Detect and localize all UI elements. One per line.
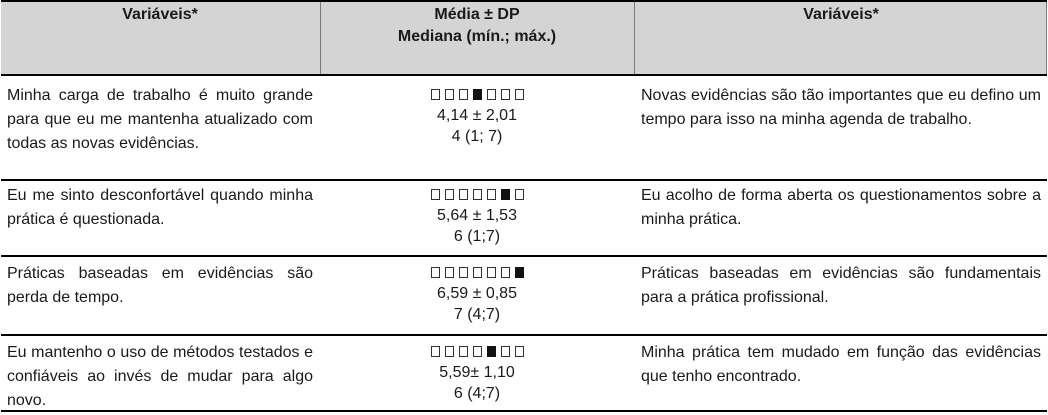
likert-box-selected [486,346,496,357]
rule-row-1 [1,179,1047,181]
likert-box [514,189,524,200]
header-divider-2 [634,0,635,75]
rule-top [1,0,1047,2]
row-stats: 5,59± 1,10 6 (4;7) [327,341,627,404]
likert-box [472,346,482,357]
likert-box [444,189,454,200]
likert-box [444,89,454,100]
row-right-text: Minha prática tem mudado em função das e… [641,344,1041,385]
row-left-text: Eu me sinto desconfortável quando minha … [7,187,313,228]
likert-box [486,267,496,278]
rule-bottom [1,410,1047,412]
likert-box [514,89,524,100]
row-left-text: Práticas baseadas em evidências são perd… [7,265,313,306]
likert-box [430,189,440,200]
likert-box [500,346,510,357]
table-header: Variáveis* Média ± DP Mediana (mín.; máx… [1,0,1047,74]
median-range: 6 (4;7) [453,385,501,402]
likert-box-selected [500,189,510,200]
header-stats: Média ± DP Mediana (mín.; máx.) [327,4,627,48]
likert-box [458,89,468,100]
likert-box [472,189,482,200]
likert-box [430,346,440,357]
header-variables-left: Variáveis* [122,6,198,23]
median-range: 7 (4;7) [453,306,501,323]
header-divider-3 [1046,0,1047,75]
likert-box [500,89,510,100]
likert-box [500,267,510,278]
median-range: 6 (1;7) [453,228,501,245]
header-median-range: Mediana (mín.; máx.) [397,28,557,45]
rule-row-3 [1,334,1047,336]
likert-scale [327,341,627,362]
likert-box [430,89,440,100]
likert-box-selected [514,267,524,278]
likert-box [458,346,468,357]
header-divider-1 [320,0,321,75]
likert-box [486,89,496,100]
row-stats: 6,59 ± 0,85 7 (4;7) [327,262,627,325]
row-left-text: Eu mantenho o uso de métodos testados e … [7,344,313,409]
likert-scale [327,262,627,283]
header-mean-sd: Média ± DP [434,6,520,23]
row-left-text: Minha carga de trabalho é muito grande p… [7,87,313,152]
likert-box-selected [472,89,482,100]
likert-box [514,346,524,357]
likert-box [458,189,468,200]
likert-box [486,189,496,200]
mean-sd: 5,64 ± 1,53 [437,207,517,224]
mean-sd: 5,59± 1,10 [439,364,515,381]
likert-scale [327,84,627,105]
row-right-text: Práticas baseadas em evidências são fund… [641,265,1041,306]
rule-header [1,74,1047,76]
rule-row-2 [1,255,1047,257]
row-stats: 5,64 ± 1,53 6 (1;7) [327,184,627,247]
mean-sd: 6,59 ± 0,85 [437,285,517,302]
likert-box [430,267,440,278]
likert-box [444,346,454,357]
header-variables-right: Variáveis* [803,6,879,23]
median-range: 4 (1; 7) [451,128,503,145]
likert-scale [327,184,627,205]
likert-box [458,267,468,278]
row-stats: 4,14 ± 2,01 4 (1; 7) [327,84,627,147]
row-right-text: Eu acolho de forma aberta os questioname… [641,187,1041,228]
mean-sd: 4,14 ± 2,01 [437,107,517,124]
row-right-text: Novas evidências são tão importantes que… [641,87,1041,128]
likert-box [472,267,482,278]
likert-box [444,267,454,278]
